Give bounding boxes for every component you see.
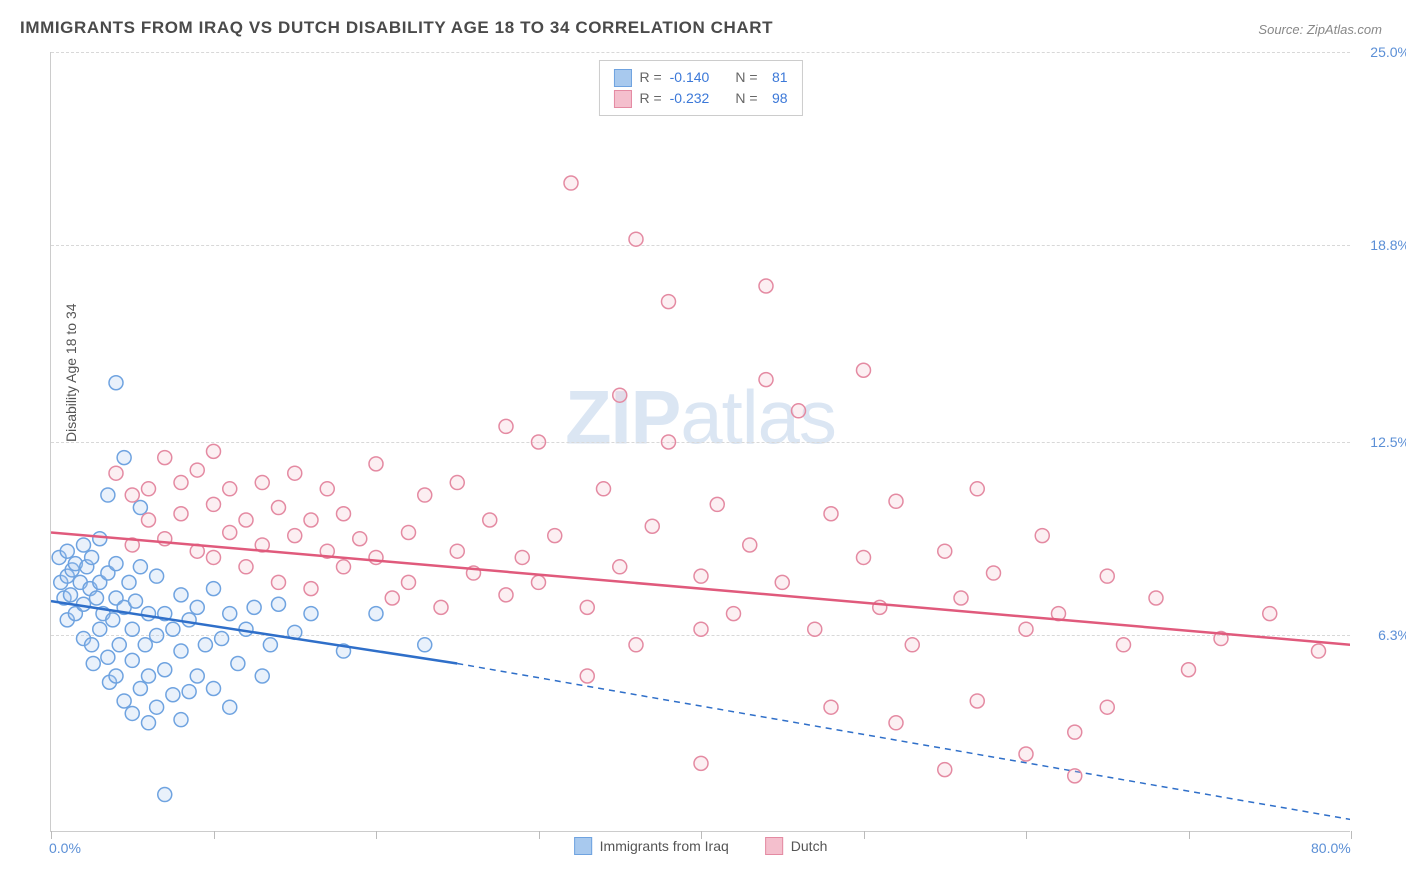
- legend-row-iraq: R = -0.140 N = 81: [613, 67, 787, 88]
- x-tick-label: 80.0%: [1311, 840, 1351, 856]
- swatch-iraq: [613, 69, 631, 87]
- x-tick: [1189, 831, 1190, 839]
- swatch-iraq-icon: [574, 837, 592, 855]
- x-tick: [51, 831, 52, 839]
- x-tick: [539, 831, 540, 839]
- chart-title: IMMIGRANTS FROM IRAQ VS DUTCH DISABILITY…: [20, 18, 773, 38]
- legend-row-dutch: R = -0.232 N = 98: [613, 88, 787, 109]
- source-label: Source:: [1258, 22, 1303, 37]
- swatch-dutch-icon: [765, 837, 783, 855]
- x-tick: [376, 831, 377, 839]
- source-attribution: Source: ZipAtlas.com: [1258, 22, 1382, 37]
- x-tick: [1351, 831, 1352, 839]
- legend-label-dutch: Dutch: [791, 838, 828, 854]
- y-tick-label: 25.0%: [1355, 44, 1406, 60]
- y-tick-label: 12.5%: [1355, 434, 1406, 450]
- y-tick-label: 6.3%: [1355, 627, 1406, 643]
- correlation-legend: R = -0.140 N = 81 R = -0.232 N = 98: [598, 60, 802, 116]
- x-tick-label: 0.0%: [49, 840, 81, 856]
- chart-svg: [51, 52, 1350, 831]
- legend-label-iraq: Immigrants from Iraq: [600, 838, 729, 854]
- y-tick-label: 18.8%: [1355, 237, 1406, 253]
- source-value: ZipAtlas.com: [1307, 22, 1382, 37]
- swatch-dutch: [613, 90, 631, 108]
- legend-item-iraq: Immigrants from Iraq: [574, 837, 729, 855]
- x-tick: [214, 831, 215, 839]
- x-tick: [864, 831, 865, 839]
- legend-item-dutch: Dutch: [765, 837, 828, 855]
- plot-area: ZIPatlas Disability Age 18 to 34 R = -0.…: [50, 52, 1350, 832]
- x-tick: [701, 831, 702, 839]
- x-tick: [1026, 831, 1027, 839]
- series-legend: Immigrants from Iraq Dutch: [574, 837, 828, 855]
